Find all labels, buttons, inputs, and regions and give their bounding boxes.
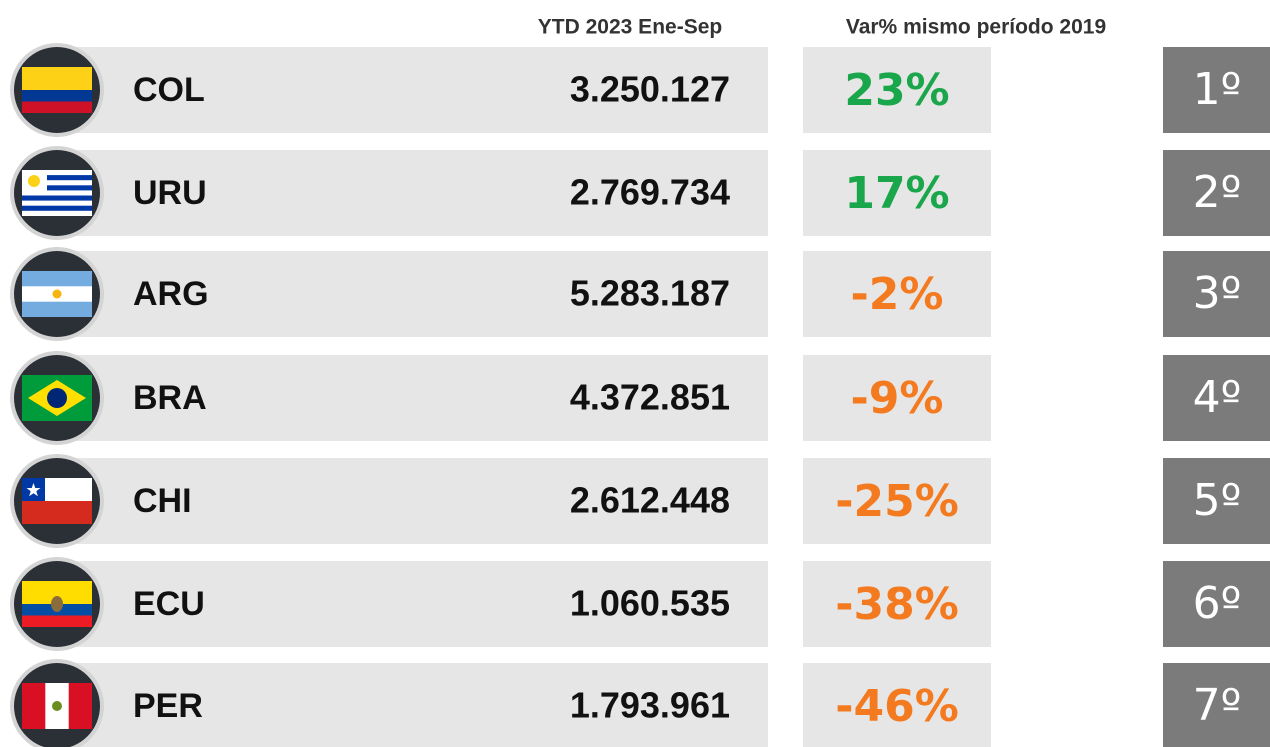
row: URU 2.769.734 17% 2º — [10, 146, 1270, 240]
row-bar-body — [57, 458, 768, 544]
rank: 6º — [1193, 578, 1242, 629]
ytd-value: 2.769.734 — [570, 172, 730, 213]
ytd-value: 1.793.961 — [570, 685, 730, 726]
ytd-value: 3.250.127 — [570, 69, 730, 110]
flag-part — [22, 501, 92, 524]
row-bar-body — [57, 47, 768, 133]
row: ARG 5.283.187 -2% 3º — [10, 247, 1270, 341]
rank: 4º — [1193, 372, 1242, 423]
flag-part — [22, 581, 92, 604]
row: PER 1.793.961 -46% 7º — [10, 659, 1270, 747]
flag — [22, 683, 92, 729]
flag — [22, 67, 92, 113]
rank: 2º — [1193, 167, 1242, 218]
rank: 5º — [1193, 475, 1242, 526]
var-value: 17% — [844, 168, 949, 219]
country-code: CHI — [133, 482, 192, 520]
flag — [22, 478, 92, 524]
rank-box — [1163, 251, 1270, 337]
row: ECU 1.060.535 -38% 6º — [10, 557, 1270, 651]
flag — [22, 170, 92, 216]
var-box — [803, 355, 991, 441]
rank-box — [1163, 47, 1270, 133]
flag-part — [52, 701, 62, 711]
country-code: ARG — [133, 275, 209, 313]
flag-part — [22, 67, 92, 90]
flag — [22, 581, 92, 627]
country-code: PER — [133, 687, 203, 725]
flag — [22, 375, 92, 421]
country-code: URU — [133, 174, 207, 212]
var-header: Var% mismo período 2019 — [846, 16, 1106, 39]
flag-part — [52, 289, 62, 299]
flag-part — [47, 185, 92, 191]
var-value: -9% — [851, 373, 944, 424]
flag-part — [22, 101, 92, 113]
var-value: -25% — [835, 476, 959, 527]
flag-part — [47, 388, 67, 408]
ytd-value: 4.372.851 — [570, 377, 730, 418]
var-value: -46% — [835, 681, 959, 732]
var-box — [803, 458, 991, 544]
rank: 1º — [1193, 64, 1242, 115]
row-bar-body — [57, 561, 768, 647]
ytd-value: 5.283.187 — [570, 273, 730, 314]
flag-part — [22, 615, 92, 627]
row-bar-body — [57, 355, 768, 441]
rank-box — [1163, 458, 1270, 544]
var-box — [803, 251, 991, 337]
country-code: COL — [133, 71, 205, 109]
var-box — [803, 561, 991, 647]
ytd-header: YTD 2023 Ene-Sep — [538, 16, 722, 39]
flag-part — [26, 483, 41, 497]
var-box — [803, 663, 991, 747]
country-code: BRA — [133, 379, 207, 417]
flag-part — [28, 175, 40, 187]
rank: 3º — [1193, 268, 1242, 319]
flag-part — [47, 175, 92, 181]
rank: 7º — [1193, 680, 1242, 731]
var-value: -38% — [835, 579, 959, 630]
country-code: ECU — [133, 585, 205, 623]
var-box — [803, 150, 991, 236]
row: COL 3.250.127 23% 1º — [10, 43, 1270, 137]
rank-box — [1163, 663, 1270, 747]
ytd-value: 1.060.535 — [570, 583, 730, 624]
flag-part — [22, 195, 92, 201]
row-bar-body — [57, 150, 768, 236]
var-value: 23% — [844, 65, 949, 116]
row: BRA 4.372.851 -9% 4º — [10, 351, 1270, 445]
rank-box — [1163, 150, 1270, 236]
row-bar-body — [57, 663, 768, 747]
row-bar-body — [57, 251, 768, 337]
flag-part — [22, 90, 92, 102]
row: CHI 2.612.448 -25% 5º — [10, 454, 1270, 548]
var-box — [803, 47, 991, 133]
rank-box — [1163, 561, 1270, 647]
flag-part — [22, 205, 92, 211]
var-value: -2% — [851, 269, 944, 320]
rank-box — [1163, 355, 1270, 441]
flag-part — [51, 596, 63, 612]
ytd-value: 2.612.448 — [570, 480, 730, 521]
flag — [22, 271, 92, 317]
